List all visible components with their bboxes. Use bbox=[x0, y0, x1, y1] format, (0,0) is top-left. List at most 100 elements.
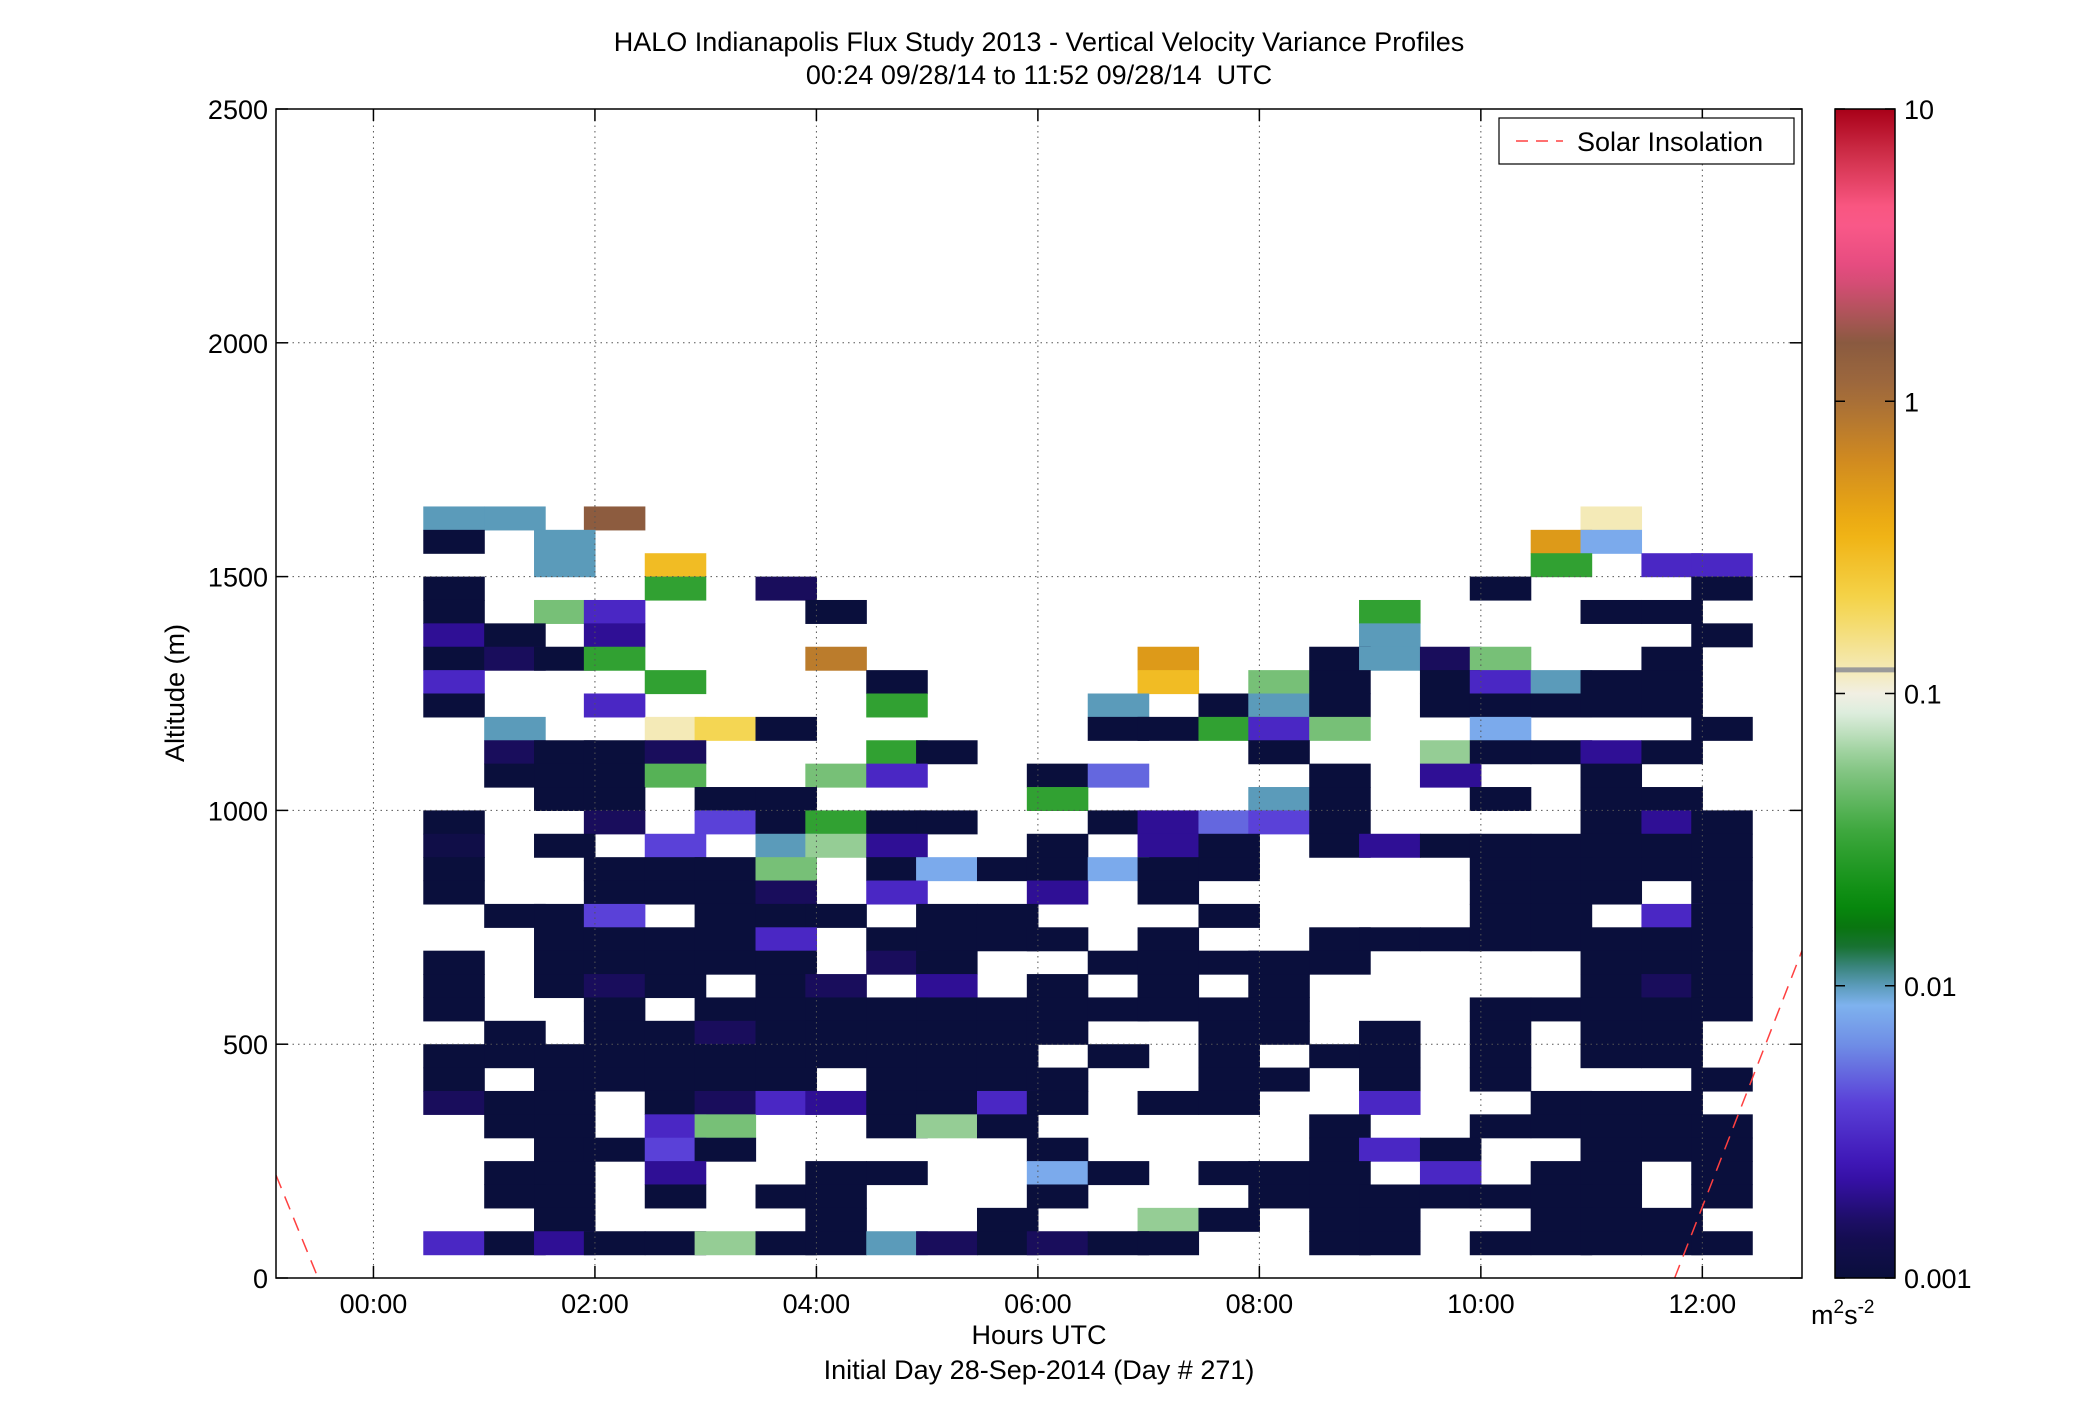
heatmap-cell bbox=[1026, 833, 1089, 858]
heatmap-cell bbox=[1641, 1231, 1703, 1256]
heatmap-cell bbox=[644, 927, 707, 952]
heatmap-cell bbox=[534, 833, 596, 858]
heatmap-cell bbox=[694, 950, 757, 975]
heatmap-cell bbox=[1580, 670, 1643, 695]
colorbar: 0.001 0.01 0.1 1 10 m2s-2 bbox=[1811, 95, 1972, 1330]
y-tick-label: 0 bbox=[253, 1264, 268, 1294]
heatmap-cell bbox=[916, 950, 978, 975]
heatmap-cell bbox=[1248, 1067, 1310, 1092]
colorbar-tick-label: 1 bbox=[1904, 387, 1919, 417]
heatmap-cell bbox=[1641, 950, 1703, 975]
y-tick-label: 2500 bbox=[208, 95, 268, 125]
heatmap-cell bbox=[866, 1231, 928, 1256]
heatmap-cell bbox=[1580, 740, 1643, 765]
heatmap-cell bbox=[694, 1137, 757, 1162]
heatmap-cell bbox=[1530, 927, 1593, 952]
heatmap-cell bbox=[1691, 857, 1753, 882]
heatmap-cell bbox=[805, 1231, 867, 1256]
heatmap-cell bbox=[644, 950, 707, 975]
heatmap-cell bbox=[755, 997, 818, 1022]
heatmap-cell bbox=[1691, 1114, 1753, 1139]
x-tick-label: 02:00 bbox=[561, 1289, 629, 1319]
heatmap-cell bbox=[1580, 1231, 1643, 1256]
heatmap-cell bbox=[534, 1067, 596, 1092]
heatmap-cell bbox=[1359, 599, 1421, 624]
heatmap-cell bbox=[1359, 646, 1421, 671]
heatmap-cell bbox=[1309, 670, 1371, 695]
heatmap-cell bbox=[583, 693, 646, 718]
heatmap-cell bbox=[1641, 553, 1703, 578]
heatmap-cell bbox=[976, 1020, 1039, 1045]
heatmap-cell bbox=[644, 740, 707, 765]
heatmap-cell bbox=[644, 833, 707, 858]
heatmap-cell bbox=[1137, 810, 1200, 835]
heatmap-cell bbox=[866, 880, 928, 905]
heatmap-cell bbox=[644, 1067, 707, 1092]
heatmap-cell bbox=[1641, 810, 1703, 835]
heatmap-cell bbox=[1419, 646, 1482, 671]
heatmap-cell bbox=[976, 997, 1039, 1022]
heatmap-cell bbox=[1248, 997, 1310, 1022]
heatmap-cell bbox=[1198, 1067, 1260, 1092]
heatmap-cell bbox=[866, 1044, 928, 1069]
y-tick-label: 1000 bbox=[208, 796, 268, 826]
heatmap-cell bbox=[805, 1090, 867, 1115]
heatmap-cell bbox=[866, 810, 928, 835]
heatmap-cell bbox=[1087, 1231, 1150, 1256]
heatmap-cell bbox=[1580, 529, 1643, 554]
heatmap-cell bbox=[1580, 833, 1643, 858]
heatmap-cell bbox=[916, 857, 978, 882]
heatmap-cell bbox=[1087, 810, 1150, 835]
heatmap-cell bbox=[1469, 833, 1532, 858]
heatmap-cell bbox=[976, 927, 1039, 952]
legend-box: Solar Insolation bbox=[1498, 117, 1795, 165]
heatmap-cell bbox=[644, 857, 707, 882]
heatmap-cell bbox=[583, 880, 646, 905]
heatmap-cell bbox=[1641, 997, 1703, 1022]
heatmap-cell bbox=[534, 1161, 596, 1186]
heatmap-cell bbox=[583, 974, 646, 999]
heatmap-cell bbox=[1641, 1137, 1703, 1162]
heatmap-cell bbox=[534, 740, 596, 765]
heatmap-cell bbox=[1309, 787, 1371, 811]
heatmap-cell bbox=[866, 950, 928, 975]
heatmap-cell bbox=[1580, 1044, 1643, 1069]
heatmap-cell bbox=[1309, 1137, 1371, 1162]
heatmap-cell bbox=[1580, 787, 1643, 811]
heatmap-cell bbox=[1248, 1184, 1310, 1209]
heatmap-cell bbox=[1580, 506, 1643, 531]
heatmap-cell bbox=[484, 1020, 546, 1045]
heatmap-cell bbox=[805, 1184, 867, 1209]
heatmap-cell bbox=[484, 763, 546, 788]
heatmap-cell bbox=[1419, 1137, 1482, 1162]
heatmap-cell bbox=[1248, 950, 1310, 975]
heatmap-cell bbox=[755, 787, 818, 811]
heatmap-cell bbox=[755, 857, 818, 882]
heatmap-cell bbox=[1530, 693, 1593, 718]
heatmap-cell bbox=[694, 1231, 757, 1256]
heatmap-cell bbox=[583, 903, 646, 928]
heatmap-cell bbox=[916, 974, 978, 999]
heatmap-cell bbox=[1026, 1067, 1089, 1092]
heatmap-cell bbox=[1198, 997, 1260, 1022]
heatmap-cell bbox=[866, 693, 928, 718]
heatmap-cell bbox=[1087, 950, 1150, 975]
heatmap-cell bbox=[1087, 1044, 1150, 1069]
heatmap-cell bbox=[1530, 740, 1593, 765]
heatmap-cell bbox=[1137, 646, 1200, 671]
heatmap-cell bbox=[583, 1231, 646, 1256]
x-tick-label: 06:00 bbox=[1004, 1289, 1072, 1319]
heatmap-cell bbox=[1469, 693, 1532, 718]
heatmap-cell bbox=[1641, 670, 1703, 695]
heatmap-cell bbox=[1309, 693, 1371, 718]
colorbar-unit-label: m2s-2 bbox=[1811, 1297, 1874, 1330]
heatmap-cell bbox=[583, 623, 646, 648]
heatmap-cell bbox=[644, 670, 707, 695]
colorbar-band bbox=[1835, 667, 1895, 673]
heatmap-cell bbox=[583, 599, 646, 624]
heatmap-cell bbox=[1641, 857, 1703, 882]
x-axis-ticks: 00:00 02:00 04:00 06:00 08:00 10:00 12:00 bbox=[340, 109, 1736, 1319]
heatmap-cell bbox=[1530, 997, 1593, 1022]
heatmap-cell bbox=[534, 599, 596, 624]
